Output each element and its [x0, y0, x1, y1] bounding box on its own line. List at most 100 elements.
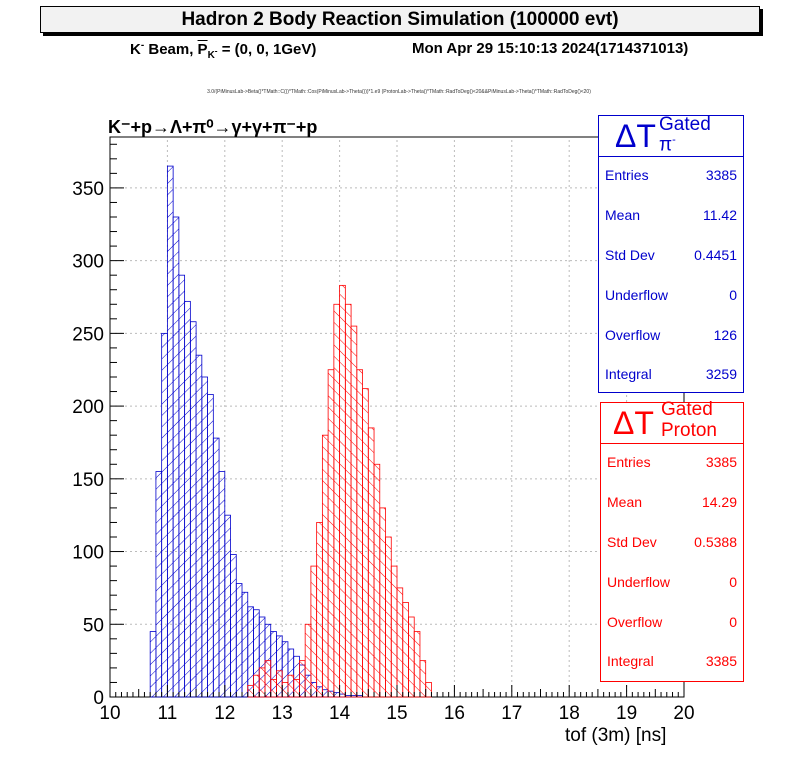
histogram-bar — [379, 507, 386, 698]
histogram-bar — [258, 667, 266, 698]
stat-label: Underflow — [607, 574, 671, 590]
stat-label: Overflow — [605, 327, 661, 343]
stats-title-proton: ΔT Gated Proton — [601, 399, 743, 444]
histogram-bar — [155, 471, 163, 698]
stat-value: 14.29 — [701, 494, 737, 510]
histogram-bar — [373, 463, 381, 698]
histogram-bar — [310, 565, 318, 698]
stats-title-sup: Gated — [659, 114, 711, 135]
stat-row: Entries 3385 — [605, 167, 737, 183]
stat-label: Entries — [607, 454, 651, 470]
x-tick-label: 19 — [616, 703, 637, 724]
momentum-sub: K- — [207, 46, 218, 61]
stat-value: 0 — [729, 287, 737, 303]
y-tick-label: 200 — [72, 397, 104, 418]
histogram-bar — [270, 679, 277, 698]
histogram-bar — [281, 682, 289, 698]
y-tick-label: 50 — [83, 615, 104, 636]
stat-value: 126 — [713, 327, 737, 343]
stat-label: Overflow — [607, 614, 663, 630]
reaction-label: K⁻+p→Λ+π⁰→γ+γ+π⁻+p — [108, 117, 318, 137]
histogram-bar — [247, 606, 254, 698]
histogram-bar — [161, 332, 168, 698]
stat-value: 0 — [729, 614, 737, 630]
y-tick-label: 100 — [72, 543, 104, 564]
histogram-bar — [333, 303, 340, 698]
stat-row: Std Dev 0.4451 — [605, 247, 737, 263]
draw-formula: 3.0/(PiMinusLab->Beta()*TMath::C())*TMat… — [207, 89, 591, 95]
stat-row: Entries 3385 — [607, 454, 737, 470]
histogram-bar — [247, 684, 254, 698]
chart-title: Hadron 2 Body Reaction Simulation (10000… — [40, 6, 760, 33]
stats-title-main: ΔT — [613, 405, 654, 441]
momentum-symbol: P — [197, 41, 208, 58]
momentum-value: = (0, 0, 1GeV) — [217, 41, 317, 58]
histogram-bar — [230, 554, 237, 698]
x-axis-label: tof (3m) [ns] — [565, 725, 667, 746]
histogram-bar — [218, 471, 226, 698]
histogram-bar — [253, 674, 260, 698]
stats-title-sub: π- — [659, 134, 676, 156]
stat-row: Mean 14.29 — [607, 494, 737, 510]
stats-title-pion: ΔT Gated π- — [599, 114, 743, 157]
histogram-bar — [327, 369, 335, 698]
stat-label: Integral — [605, 366, 652, 382]
stat-label: Entries — [605, 167, 649, 183]
histogram-bar — [207, 394, 214, 698]
stat-value: 0.4451 — [694, 247, 737, 263]
stat-row: Overflow 0 — [607, 614, 737, 630]
histogram-bar — [224, 514, 231, 698]
x-tick-label: 10 — [99, 703, 120, 724]
y-tick-label: 0 — [93, 688, 104, 709]
histogram-bar — [195, 354, 203, 698]
stat-value: 0.5388 — [694, 534, 737, 550]
momentum-sub-text: K — [207, 50, 215, 61]
x-tick-label: 17 — [501, 703, 522, 724]
stat-value: 11.42 — [703, 207, 737, 223]
histogram-bar — [299, 660, 306, 698]
histogram-bar — [264, 660, 272, 698]
stat-row: Overflow 126 — [605, 327, 737, 343]
stat-value: 3385 — [705, 167, 737, 183]
beam-text: Beam, — [144, 41, 198, 58]
stats-title-sup: Gated — [661, 399, 713, 420]
histogram-bar — [172, 216, 180, 698]
histogram-bar — [413, 631, 421, 698]
stat-row: Integral 3259 — [605, 366, 737, 382]
histogram-bar — [201, 376, 208, 698]
histogram-bar — [235, 583, 243, 698]
stats-title-sub: Proton — [661, 420, 717, 441]
stat-value: 3385 — [705, 454, 737, 470]
histogram-bar — [362, 388, 369, 698]
x-tick-label: 18 — [559, 703, 580, 724]
axes: 10 11 12 13 14 15 16 17 18 19 20050100150200250300… — [72, 143, 695, 724]
histogram-bar — [212, 437, 220, 698]
histogram-bar — [367, 427, 375, 698]
stat-label: Integral — [607, 653, 654, 669]
beam-prefix: K — [130, 41, 141, 58]
stat-row: Underflow 0 — [605, 287, 737, 303]
histogram-bar — [396, 587, 404, 698]
histogram-bar — [356, 369, 363, 698]
histogram-bar — [350, 325, 358, 698]
histogram-bar — [149, 631, 157, 698]
stats-title-sub-text: π — [659, 134, 673, 156]
stat-value: 3259 — [705, 366, 737, 382]
stat-value: 3385 — [705, 653, 737, 669]
histogram-bar — [402, 602, 409, 698]
y-tick-label: 350 — [72, 179, 104, 200]
histogram-bar — [419, 660, 427, 698]
histogram-bar — [276, 670, 283, 698]
histogram-bar — [178, 274, 186, 698]
histogram-bar — [316, 522, 323, 698]
histogram-bar — [293, 679, 300, 698]
stats-box-pion: ΔT Gated π- Entries 3385 Mean 11.42 Std De… — [598, 114, 744, 393]
histogram-bar — [390, 565, 398, 698]
stat-label: Mean — [607, 494, 643, 510]
x-tick-label: 16 — [444, 703, 465, 724]
stats-title-main: ΔT — [615, 118, 656, 154]
beam-prefix-sup: - — [140, 40, 145, 51]
histogram-bar — [344, 303, 352, 698]
stats-box-proton: ΔT Gated Proton Entries 3385 Mean 14.29 St… — [600, 399, 744, 682]
x-tick-label: 11 — [158, 703, 178, 724]
